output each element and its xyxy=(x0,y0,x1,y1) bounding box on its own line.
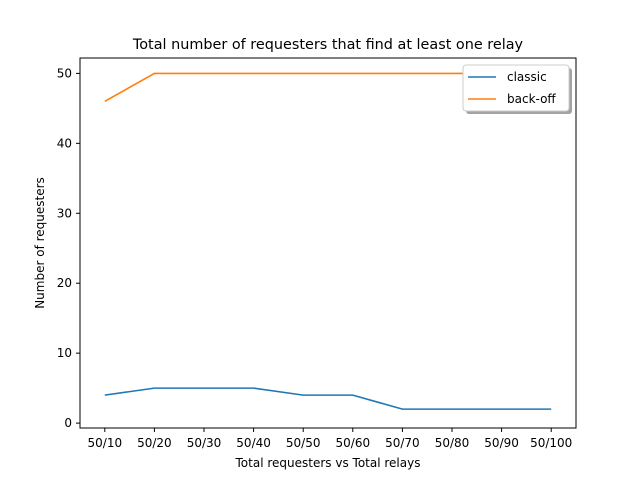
y-axis-label: Number of requesters xyxy=(33,177,47,309)
plot-area xyxy=(79,57,577,429)
x-axis-label: Total requesters vs Total relays xyxy=(235,456,421,470)
x-tick-label: 50/30 xyxy=(187,436,222,450)
x-tick-label: 50/60 xyxy=(336,436,371,450)
series-line-classic xyxy=(104,387,552,410)
x-tick-label: 50/90 xyxy=(484,436,519,450)
legend: classic back-off xyxy=(462,64,572,114)
y-tick-label: 20 xyxy=(57,276,72,290)
x-tick-label: 50/100 xyxy=(530,436,572,450)
y-tick-label: 0 xyxy=(64,416,72,430)
x-tick-label: 50/50 xyxy=(286,436,321,450)
legend-label: back-off xyxy=(507,92,556,106)
legend-label: classic xyxy=(507,70,547,84)
x-tick-label: 50/70 xyxy=(385,436,420,450)
x-axis: 50/10 50/20 50/30 50/40 50/50 50/60 50/70 50/80… xyxy=(88,428,572,450)
y-tick-label: 40 xyxy=(57,136,72,150)
x-tick-label: 50/20 xyxy=(137,436,172,450)
y-tick-label: 50 xyxy=(57,66,72,80)
x-tick-label: 50/80 xyxy=(435,436,470,450)
y-tick-label: 10 xyxy=(57,346,72,360)
x-tick-label: 50/10 xyxy=(88,436,123,450)
y-axis: 0 10 20 30 40 50 xyxy=(57,66,80,430)
chart-title: Total number of requesters that find at … xyxy=(132,37,524,53)
y-tick-label: 30 xyxy=(57,206,72,220)
x-tick-label: 50/40 xyxy=(236,436,271,450)
